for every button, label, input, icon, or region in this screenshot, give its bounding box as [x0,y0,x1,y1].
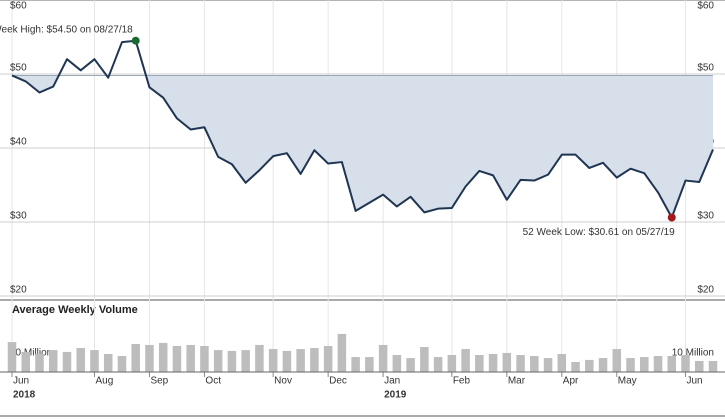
volume-bar [461,349,470,372]
volume-bar [7,342,17,372]
volume-bar [337,333,347,372]
volume-bar [447,355,457,372]
volume-bar [392,355,402,372]
volume-bar [488,353,498,372]
volume-bar [543,358,553,372]
x-tick-label: Jan [384,376,400,387]
volume-bar [213,350,223,372]
x-tick-label: Jun [13,376,29,387]
volume-bar [557,353,567,372]
volume-bar [117,356,127,372]
x-tick-label: Feb [453,376,471,387]
volume-title: Average Weekly Volume [12,304,138,316]
year-label: 2018 [13,390,36,401]
volume-bar [420,347,429,372]
price-area [12,75,713,218]
volume-bar [103,353,113,372]
volume-bar [21,351,31,372]
volume-bar [255,344,264,372]
volume-bar [640,357,649,372]
volume-bar [653,356,663,372]
marker-annotation: 52 Week High: $54.50 on 08/27/18 [0,24,133,35]
volume-bar [145,344,154,372]
marker-annotation: 52 Week Low: $30.61 on 05/27/19 [523,227,676,238]
year-label: 2019 [384,390,407,401]
volume-bar [433,357,443,372]
volume-bar [48,350,58,372]
volume-bar [598,358,608,372]
volume-bar [62,351,72,372]
x-tick-label: Dec [329,376,347,387]
volume-bar [90,350,99,372]
volume-bar [186,344,195,372]
volume-bar [612,349,622,372]
price-line [11,39,714,219]
volume-bar [131,343,140,372]
volume-bar [516,355,525,372]
y-tick-label: $60 [10,1,27,12]
volume-bar [365,357,374,372]
volume-bar [406,358,415,372]
volume-bar [708,360,718,372]
y-tick-label-right: $50 [697,63,714,74]
volume-bar [158,342,168,372]
y-tick-label: $40 [10,137,27,148]
volume-bar [35,353,44,372]
volume-bar [282,350,292,372]
y-tick-label-right: $20 [697,285,714,296]
x-tick-label: Mar [508,376,526,387]
volume-bar [241,350,250,372]
extreme-marker [131,36,140,45]
volume-tick-label-right: 10 Million [672,348,714,359]
x-tick-label: Oct [205,376,221,387]
volume-bar [76,348,85,372]
y-tick-label: $30 [10,211,27,222]
y-tick-label: $50 [10,63,27,74]
volume-bar [681,355,690,372]
volume-bar [296,349,305,372]
volume-bar [475,355,484,372]
volume-bar [172,345,182,372]
volume-bar [667,356,677,372]
volume-bar [378,344,388,372]
volume-bar [323,345,333,372]
x-tick-label: Nov [274,376,292,387]
x-tick-label: Apr [563,376,579,387]
volume-bar [227,350,237,372]
volume-bar [351,357,360,372]
volume-bar [626,358,635,372]
volume-bar [585,359,594,372]
volume-bar [694,360,704,372]
volume-bar [571,361,580,372]
y-tick-label-right: $30 [697,211,714,222]
x-tick-label: Aug [95,376,113,387]
volume-bar [502,352,512,372]
volume-bar [268,349,278,372]
x-tick-label: May [618,376,637,387]
volume-bar [200,345,209,372]
y-tick-label: $20 [10,285,27,296]
volume-bar [310,348,319,372]
x-tick-label: Jun [687,376,703,387]
extreme-marker [667,213,676,222]
x-tick-label: Sep [150,376,168,387]
volume-tick-label: 10 Million [10,348,52,359]
y-tick-label-right: $60 [697,1,714,12]
volume-bar [530,356,539,372]
